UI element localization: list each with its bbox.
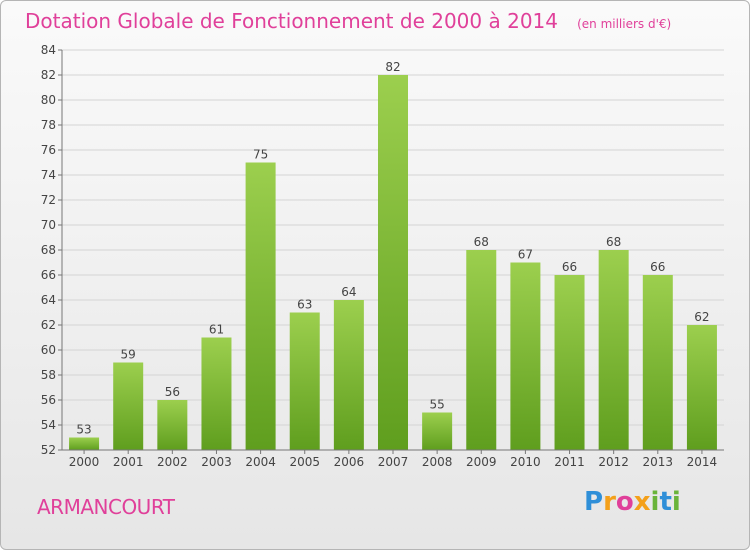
y-tick-label: 76 <box>41 143 56 157</box>
logo-letter: i <box>650 487 660 517</box>
bar-value-label: 66 <box>562 260 577 274</box>
bar-value-label: 53 <box>76 423 91 437</box>
x-tick-label: 2003 <box>201 455 232 469</box>
y-tick-label: 74 <box>41 168 56 182</box>
y-tick-label: 56 <box>41 393 56 407</box>
bar-value-label: 82 <box>385 60 400 74</box>
y-tick-label: 68 <box>41 243 56 257</box>
bar-2001 <box>113 362 144 450</box>
logo-letter: P <box>584 487 604 517</box>
x-tick-label: 2014 <box>687 455 718 469</box>
bar-value-label: 68 <box>606 235 621 249</box>
bars: 53 59 56 61 75 63 64 82 55 68 67 66 68 66 62 <box>69 60 717 450</box>
bar-value-label: 75 <box>253 148 268 162</box>
bar-value-label: 63 <box>297 298 312 312</box>
bar-2005 <box>289 312 320 450</box>
y-tick-label: 60 <box>41 343 56 357</box>
bar-value-label: 59 <box>121 348 136 362</box>
bar-2009 <box>466 250 497 450</box>
y-tick-label: 82 <box>41 68 56 82</box>
proxiti-logo: Proxiti <box>584 487 681 517</box>
x-tick-label: 2000 <box>69 455 100 469</box>
y-tick-label: 62 <box>41 318 56 332</box>
bar-2004 <box>245 162 276 450</box>
title-row: Dotation Globale de Fonctionnement de 20… <box>25 9 671 33</box>
bar-2014 <box>686 325 717 450</box>
bar-2002 <box>157 400 188 450</box>
y-tick-label: 70 <box>41 218 56 232</box>
x-tick-label: 2013 <box>643 455 674 469</box>
bar-value-label: 55 <box>429 398 444 412</box>
x-tick-label: 2008 <box>422 455 453 469</box>
y-tick-label: 66 <box>41 268 56 282</box>
x-tick-label: 2007 <box>378 455 409 469</box>
bar-2003 <box>201 337 232 450</box>
x-tick-label: 2012 <box>598 455 629 469</box>
x-tick-label: 2005 <box>289 455 320 469</box>
bar-2013 <box>642 275 673 450</box>
bar-value-label: 67 <box>518 248 533 262</box>
bar-2007 <box>378 75 408 450</box>
bar-2008 <box>422 412 453 450</box>
bar-2006 <box>333 300 364 450</box>
chart-subtitle: (en milliers d'€) <box>577 17 672 31</box>
logo-letter: i <box>671 487 681 517</box>
bar-value-label: 64 <box>341 285 356 299</box>
x-tick-label: 2004 <box>245 455 276 469</box>
logo-letter: o <box>615 487 634 517</box>
x-tick-label: 2010 <box>510 455 541 469</box>
logo-letter: r <box>603 487 616 517</box>
axes: 52 54 56 58 60 62 64 66 68 70 72 74 76 78 80 82 84 2000 20… <box>41 43 724 469</box>
y-tick-label: 78 <box>41 118 56 132</box>
y-tick-label: 58 <box>41 368 56 382</box>
commune-name: ARMANCOURT <box>37 495 175 519</box>
y-tick-label: 72 <box>41 193 56 207</box>
bar-value-label: 68 <box>474 235 489 249</box>
x-tick-label: 2011 <box>554 455 585 469</box>
x-tick-label: 2001 <box>113 455 144 469</box>
x-tick-label: 2002 <box>157 455 188 469</box>
bar-2012 <box>598 250 629 450</box>
y-tick-label: 84 <box>41 43 56 57</box>
bar-value-label: 61 <box>209 323 224 337</box>
chart-title: Dotation Globale de Fonctionnement de 20… <box>25 9 558 33</box>
bar-2010 <box>510 262 541 450</box>
logo-letter: t <box>659 487 672 517</box>
x-tick-label: 2009 <box>466 455 497 469</box>
bar-2000 <box>69 437 100 450</box>
bar-2011 <box>554 275 585 450</box>
logo-letter: x <box>633 487 651 517</box>
y-tick-label: 52 <box>41 443 56 457</box>
bar-value-label: 62 <box>694 310 709 324</box>
bar-value-label: 66 <box>650 260 665 274</box>
y-tick-label: 80 <box>41 93 56 107</box>
y-tick-label: 54 <box>41 418 56 432</box>
bar-value-label: 56 <box>165 385 180 399</box>
x-tick-label: 2006 <box>334 455 365 469</box>
y-tick-label: 64 <box>41 293 56 307</box>
